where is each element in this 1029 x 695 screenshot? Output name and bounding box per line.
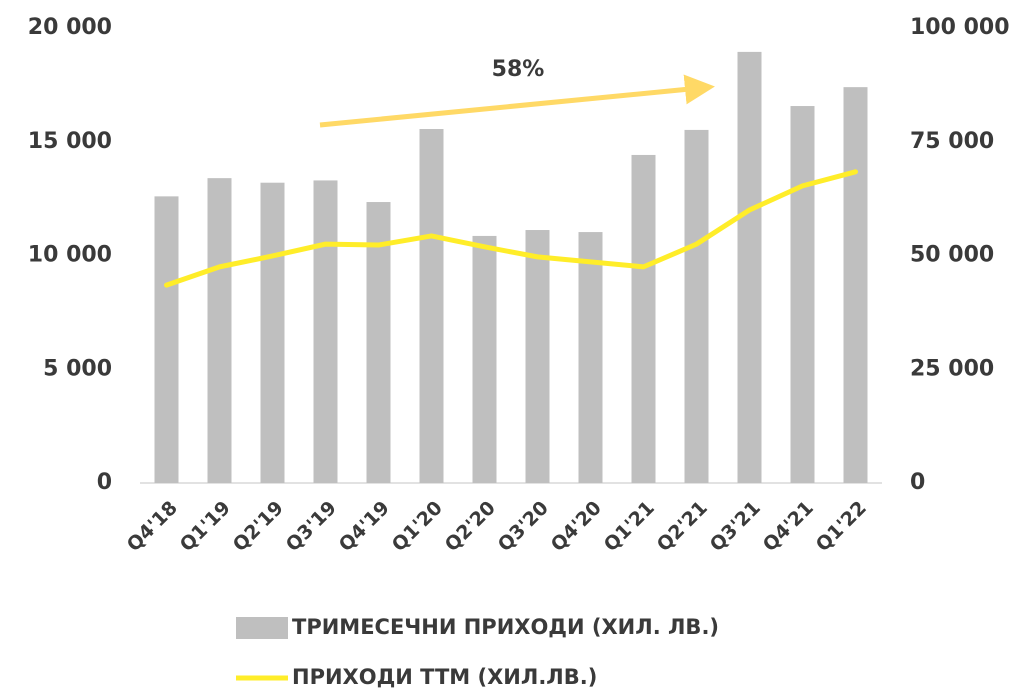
x-tick-label: Q2'19 — [229, 497, 288, 556]
bar — [737, 51, 762, 483]
x-tick-label: Q3'19 — [282, 497, 341, 556]
y-tick-label: 10 000 — [28, 243, 112, 268]
x-tick-label: Q2'21 — [653, 497, 712, 556]
y2-tick-label: 75 000 — [910, 129, 994, 154]
bar — [207, 178, 232, 483]
x-tick-label: Q1'19 — [176, 497, 235, 556]
x-tick-label: Q2'20 — [441, 497, 500, 556]
y2-tick-label: 0 — [910, 470, 925, 495]
x-tick-label: Q4'20 — [547, 497, 606, 556]
bar — [525, 230, 550, 483]
bar — [472, 235, 497, 483]
legend-label: ПРИХОДИ TTM (ХИЛ.ЛВ.) — [292, 665, 597, 689]
y-tick-label: 5 000 — [43, 356, 112, 381]
x-tick-label: Q4'18 — [123, 497, 182, 556]
bar — [419, 129, 444, 483]
bar — [578, 232, 603, 483]
bar — [843, 87, 868, 484]
y-tick-label: 20 000 — [28, 15, 112, 40]
bar — [684, 129, 709, 484]
x-tick-label: Q1'21 — [600, 497, 659, 556]
y2-tick-label: 100 000 — [910, 15, 1010, 40]
bar — [260, 182, 285, 483]
y-tick-label: 15 000 — [28, 129, 112, 154]
legend-swatch — [236, 617, 288, 639]
annotation-arrow — [319, 74, 715, 128]
x-tick-label: Q1'22 — [812, 497, 871, 556]
x-tick-label: Q3'20 — [494, 497, 553, 556]
x-tick-label: Q4'21 — [759, 497, 818, 556]
bar — [790, 106, 815, 483]
x-tick-label: Q4'19 — [335, 497, 394, 556]
x-tick-label: Q3'21 — [706, 497, 765, 556]
line — [164, 169, 858, 288]
y2-tick-label: 25 000 — [910, 356, 994, 381]
bar — [631, 154, 656, 483]
bar — [154, 196, 179, 483]
annotation: 58% — [492, 57, 545, 82]
legend-label: ТРИМЕСЕЧНИ ПРИХОДИ (ХИЛ. ЛВ.) — [292, 615, 719, 639]
bar — [313, 180, 338, 484]
y-tick-label: 0 — [97, 470, 112, 495]
y2-tick-label: 50 000 — [910, 243, 994, 268]
bar — [366, 202, 391, 483]
x-tick-label: Q1'20 — [388, 497, 447, 556]
